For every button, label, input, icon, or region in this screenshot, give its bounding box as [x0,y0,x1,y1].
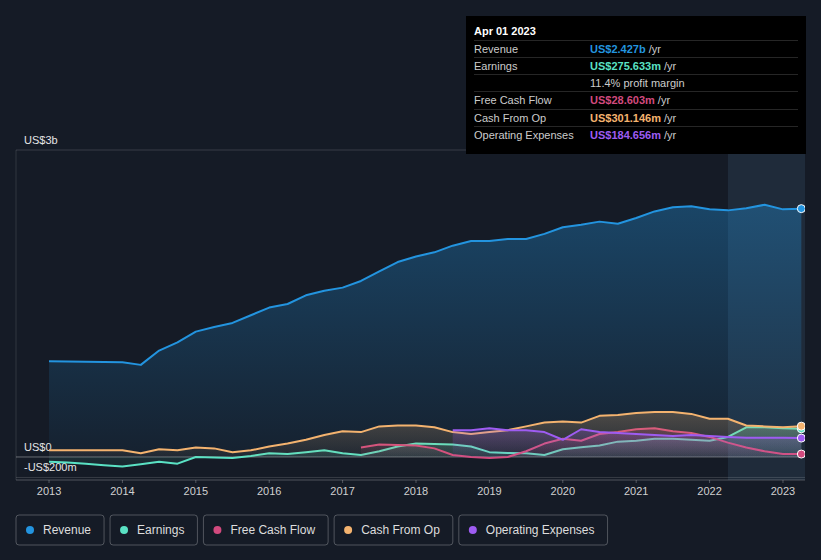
legend-label: Revenue [43,523,91,537]
legend-item: Operating Expenses [459,515,608,545]
x-tick-label: 2013 [37,485,61,497]
tooltip-value: US$301.146m [590,112,661,124]
grid-line [16,477,805,478]
series-line [49,205,801,365]
x-tick-label: 2021 [624,485,648,497]
tooltip-separator [474,109,798,110]
series-area [453,428,802,457]
y-axis-line [16,150,17,480]
x-tick [636,480,637,483]
x-tick [269,480,270,483]
legend-item: Cash From Op [334,515,453,545]
tooltip-value: US$2.427b [590,43,646,55]
end-point [797,422,805,430]
y-tick-label: US$3b [24,134,58,146]
end-point [797,434,805,442]
x-tick-label: 2014 [110,485,134,497]
tooltip-label: Revenue [474,43,518,55]
plot-marks [49,205,805,467]
tooltip-value: 11.4% profit margin [590,77,685,89]
series-area [49,412,801,457]
tooltip: Apr 01 2023 Revenue US$2.427b/yr Earnings US… [466,16,806,154]
end-point [797,450,805,458]
x-tick [195,480,196,483]
legend-box [334,515,453,545]
x-tick [489,480,490,483]
legend-item: Revenue [16,515,104,545]
legend-item: Free Cash Flow [203,515,328,545]
chart: US$3bUS$0-US$200m20132014201520162017201… [0,0,821,560]
legend-box [459,515,608,545]
tooltip-separator [474,126,798,127]
x-tick [782,480,783,483]
tooltip-separator [474,74,798,75]
legend-box [203,515,328,545]
legend-swatch [469,526,477,534]
tooltip-value: US$184.656m [590,129,661,141]
x-tick-label: 2019 [477,485,501,497]
legend-swatch [213,526,221,534]
x-tick-label: 2023 [771,485,795,497]
background [0,0,821,560]
tooltip-label: Cash From Op [474,112,546,124]
tooltip-date: Apr 01 2023 [474,25,536,37]
tooltip-unit: /yr [664,60,677,72]
tooltip-unit: /yr [658,94,671,106]
legend-label: Operating Expenses [486,523,595,537]
legend-swatch [344,526,352,534]
series-line [453,428,802,439]
x-tick-label: 2018 [404,485,428,497]
legend-box [110,515,197,545]
tooltip-value: US$275.633m [590,60,661,72]
legend-item: Earnings [110,515,197,545]
legend-swatch [120,526,128,534]
y-tick-label: US$0 [24,441,52,453]
legend-label: Free Cash Flow [230,523,315,537]
x-tick [562,480,563,483]
tooltip-value: US$28.603m [590,94,655,106]
x-axis-line [16,480,805,481]
x-tick-label: 2020 [551,485,575,497]
series-area [49,205,801,457]
legend-label: Cash From Op [361,523,440,537]
tooltip-separator [474,57,798,58]
tooltip-label: Operating Expenses [474,129,574,141]
x-tick [122,480,123,483]
x-tick [342,480,343,483]
tooltip-label: Free Cash Flow [474,94,552,106]
end-point [797,205,805,213]
tooltip-unit: /yr [649,43,662,55]
tooltip-separator [474,40,798,41]
x-tick-label: 2022 [697,485,721,497]
tooltip-unit: /yr [664,129,677,141]
tooltip-label: Earnings [474,60,518,72]
legend-label: Earnings [137,523,184,537]
tooltip-box [466,16,806,154]
x-tick [49,480,50,483]
x-tick [416,480,417,483]
legend-swatch [26,526,34,534]
tooltip-unit: /yr [664,112,677,124]
tooltip-separator [474,91,798,92]
x-tick-label: 2017 [330,485,354,497]
x-tick-label: 2015 [184,485,208,497]
x-tick [709,480,710,483]
x-tick-label: 2016 [257,485,281,497]
legend-box [16,515,104,545]
